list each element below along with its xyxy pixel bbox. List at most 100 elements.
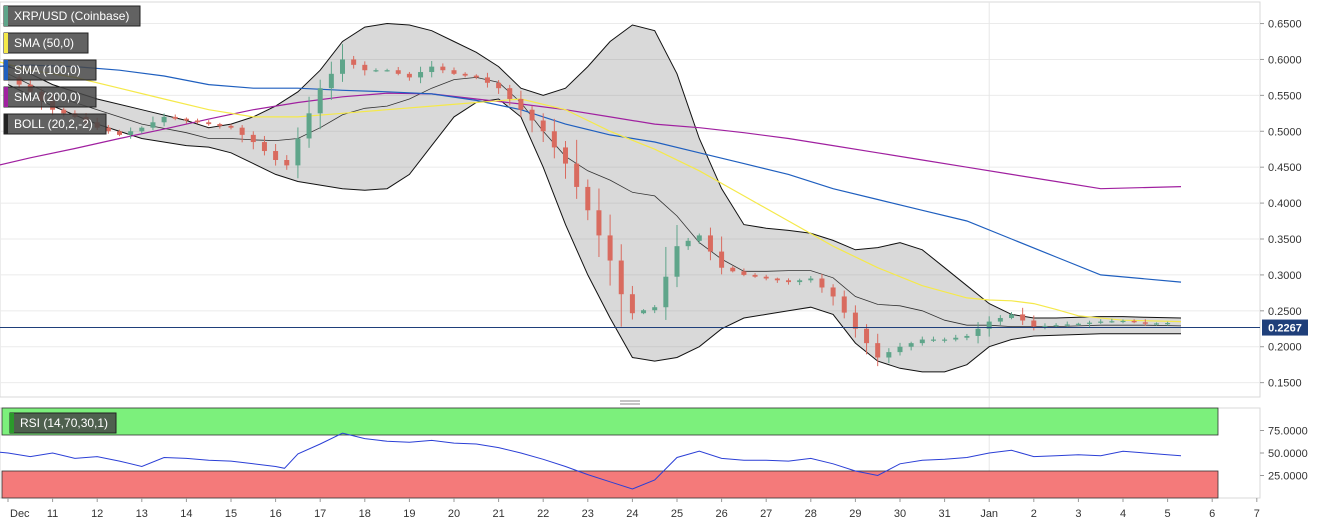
date-tick-label: 23 xyxy=(582,508,594,520)
candle xyxy=(719,236,725,275)
price-tick-label: 0.6000 xyxy=(1268,54,1302,66)
date-tick-label: 28 xyxy=(805,508,817,520)
candle xyxy=(340,44,345,82)
symbol-legend[interactable]: XRP/USD (Coinbase) xyxy=(3,5,141,27)
candle-body xyxy=(942,339,948,341)
candle xyxy=(273,143,279,166)
rsi-legend-label: RSI (14,70,30,1) xyxy=(20,416,108,430)
date-tick-label: 22 xyxy=(537,508,549,520)
candle-body xyxy=(418,72,424,78)
main-chart-marks xyxy=(0,22,1260,373)
candle xyxy=(886,348,892,364)
candle-body xyxy=(1053,325,1059,327)
date-tick-label: 26 xyxy=(715,508,727,520)
candle xyxy=(139,126,145,134)
candle-body xyxy=(730,267,736,272)
candle-body xyxy=(328,73,334,89)
candle-body xyxy=(975,328,981,336)
candle xyxy=(1131,319,1137,324)
candle xyxy=(1064,321,1070,328)
candle xyxy=(819,273,825,293)
candle xyxy=(195,118,201,124)
sma-50-legend[interactable]: SMA (50,0) xyxy=(3,32,89,54)
boll-legend-label: BOLL (20,2,-2) xyxy=(14,117,93,131)
sma-50-legend-swatch xyxy=(4,33,8,53)
sma-100-legend[interactable]: SMA (100,0) xyxy=(3,59,97,81)
date-tick-label: 6 xyxy=(1209,508,1215,520)
bollinger-lower-line xyxy=(7,84,1181,373)
bollinger-upper-line xyxy=(7,22,1182,319)
price-tick-label: 0.4000 xyxy=(1268,198,1302,210)
candle-body xyxy=(362,64,368,71)
candle xyxy=(1087,320,1093,327)
candle xyxy=(317,79,323,130)
candle xyxy=(395,67,401,76)
candle-body xyxy=(1042,325,1048,328)
candle-body xyxy=(641,310,647,314)
candle xyxy=(484,72,490,88)
date-tick-label: 14 xyxy=(180,508,192,520)
candle xyxy=(997,315,1003,326)
candle-body xyxy=(295,138,301,166)
candle-body xyxy=(563,147,568,164)
candle-body xyxy=(351,59,357,65)
candle-body xyxy=(897,346,903,353)
date-tick-label: 27 xyxy=(760,508,772,520)
candle-body xyxy=(61,109,67,114)
candle-body xyxy=(1120,320,1126,323)
candle-body xyxy=(964,335,970,338)
candle xyxy=(1120,319,1126,324)
axes: 0.2267 0.1500 0.2000 0.2500 0.3000 0.3500 0.40… xyxy=(7,19,1308,520)
candle xyxy=(797,278,803,286)
candle-body xyxy=(128,131,134,135)
candle-body xyxy=(841,296,847,313)
current-price-tag xyxy=(1262,319,1308,336)
candle xyxy=(864,324,870,355)
candle-body xyxy=(261,142,267,152)
candle-body xyxy=(284,160,290,166)
candle-body xyxy=(183,118,189,121)
candle xyxy=(1109,318,1115,323)
indicator-legend[interactable]: XRP/USD (Coinbase) SMA (50,0) SMA (100,0) S… xyxy=(3,5,141,434)
candle xyxy=(206,120,212,126)
candle xyxy=(373,68,379,73)
sma-200-legend[interactable]: SMA (200,0) xyxy=(3,86,97,108)
candle xyxy=(707,227,713,261)
candle-body xyxy=(719,251,725,268)
candle-body xyxy=(384,70,390,72)
candle xyxy=(908,341,914,351)
candle xyxy=(328,61,334,100)
candle xyxy=(440,63,446,74)
candle-body xyxy=(1165,323,1171,325)
candle xyxy=(641,309,647,315)
candle-body xyxy=(1131,320,1137,323)
candle-body xyxy=(529,109,535,121)
boll-legend[interactable]: BOLL (20,2,-2) xyxy=(3,113,107,135)
candle-body xyxy=(1064,324,1070,326)
rsi-line xyxy=(0,432,1182,490)
candle-body xyxy=(429,66,435,73)
date-tick-label: 7 xyxy=(1254,508,1260,520)
candle-body xyxy=(741,271,747,275)
rsi-legend[interactable]: RSI (14,70,30,1) xyxy=(9,412,117,434)
candle-body xyxy=(551,131,557,148)
candle-body xyxy=(239,127,245,135)
candle xyxy=(406,71,412,81)
candle-body xyxy=(763,276,769,279)
candle xyxy=(830,284,836,306)
price-tick-label: 0.3000 xyxy=(1268,270,1302,282)
candle xyxy=(418,66,424,84)
date-tick-label: 13 xyxy=(136,508,148,520)
candle xyxy=(596,188,602,257)
candle xyxy=(250,131,256,150)
candle-body xyxy=(150,122,156,128)
rsi-tick-label: 25.0000 xyxy=(1268,471,1308,483)
candle-body xyxy=(797,280,803,283)
candle xyxy=(462,72,468,78)
rsi-oversold-zone xyxy=(1,470,1219,499)
candle xyxy=(518,90,524,117)
candle-body xyxy=(195,120,201,123)
date-tick-label: Dec xyxy=(10,508,30,520)
candle-body xyxy=(161,116,167,123)
candle-body xyxy=(518,98,524,110)
